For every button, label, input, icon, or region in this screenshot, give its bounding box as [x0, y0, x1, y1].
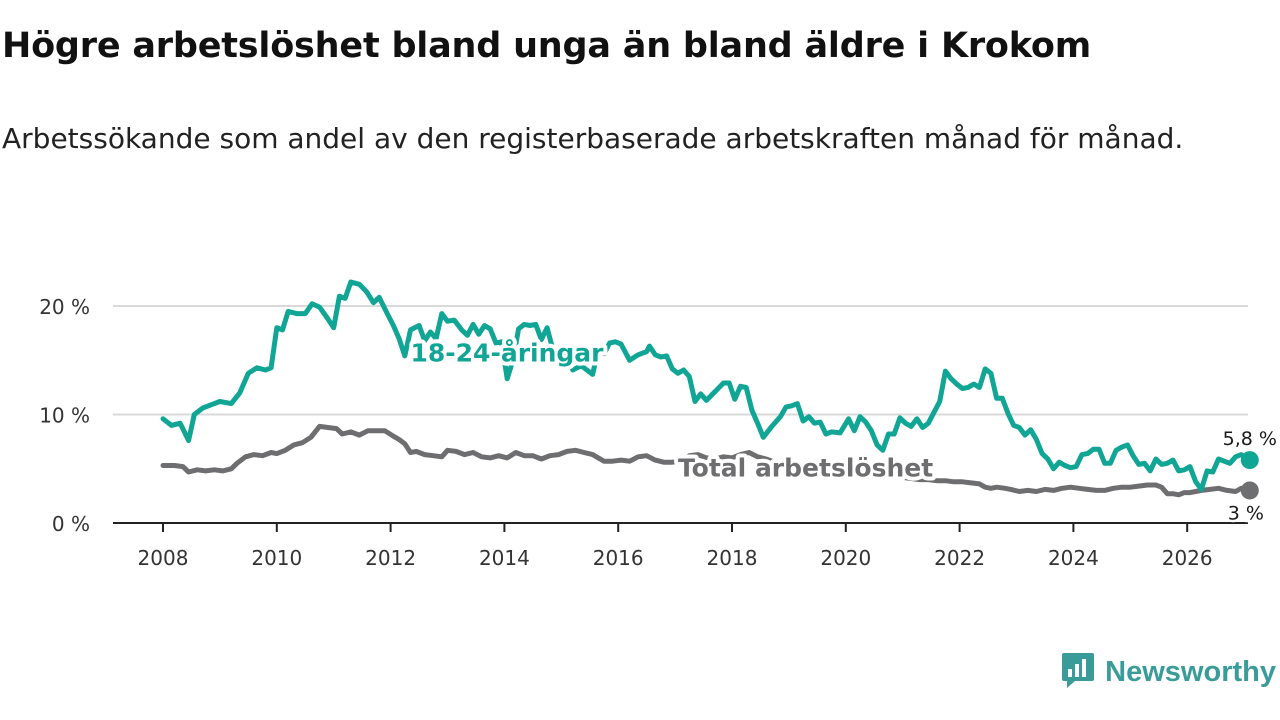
series-label-total: Total arbetslöshet	[678, 453, 933, 482]
x-tick-label: 2012	[365, 546, 416, 570]
y-tick-label: 0 %	[52, 512, 90, 536]
x-tick-label: 2016	[593, 546, 644, 570]
x-tick-label: 2024	[1048, 546, 1099, 570]
y-tick-label: 20 %	[39, 295, 90, 319]
brand-logo: Newsworthy	[1061, 652, 1276, 692]
gridlines	[113, 305, 1248, 416]
end-point-youth	[1240, 451, 1259, 470]
series-label-youth: 18-24-åringar	[411, 338, 605, 367]
x-tick-label: 2008	[138, 546, 189, 570]
end-label-youth: 5,8 %	[1223, 428, 1277, 450]
y-tick-label: 10 %	[39, 404, 90, 428]
series-line-youth	[160, 279, 1253, 492]
series-lines	[160, 279, 1259, 500]
x-tick-label: 2026	[1162, 546, 1213, 570]
brand-name: Newsworthy	[1105, 655, 1276, 688]
end-label-total: 3 %	[1228, 503, 1264, 525]
chart-subtitle: Arbetssökande som andel av den registerb…	[2, 122, 1184, 155]
newsworthy-logo-icon	[1061, 651, 1095, 693]
x-tick-label: 2022	[934, 546, 985, 570]
x-tick-label: 2010	[251, 546, 302, 570]
axes: 0 % 10 % 20 % 2008 2010 2012 2014 2016 2018 2020 2…	[39, 295, 1248, 570]
chart-title: Högre arbetslöshet bland unga än bland ä…	[2, 26, 1092, 66]
end-point-total	[1240, 481, 1259, 500]
series-line-total	[160, 423, 1253, 498]
x-tick-label: 2018	[707, 546, 758, 570]
series-labels: 18-24-åringar Total arbetslöshet 5,8 % 3 %	[407, 334, 1277, 527]
x-tick-label: 2014	[479, 546, 530, 570]
x-tick-label: 2020	[820, 546, 871, 570]
